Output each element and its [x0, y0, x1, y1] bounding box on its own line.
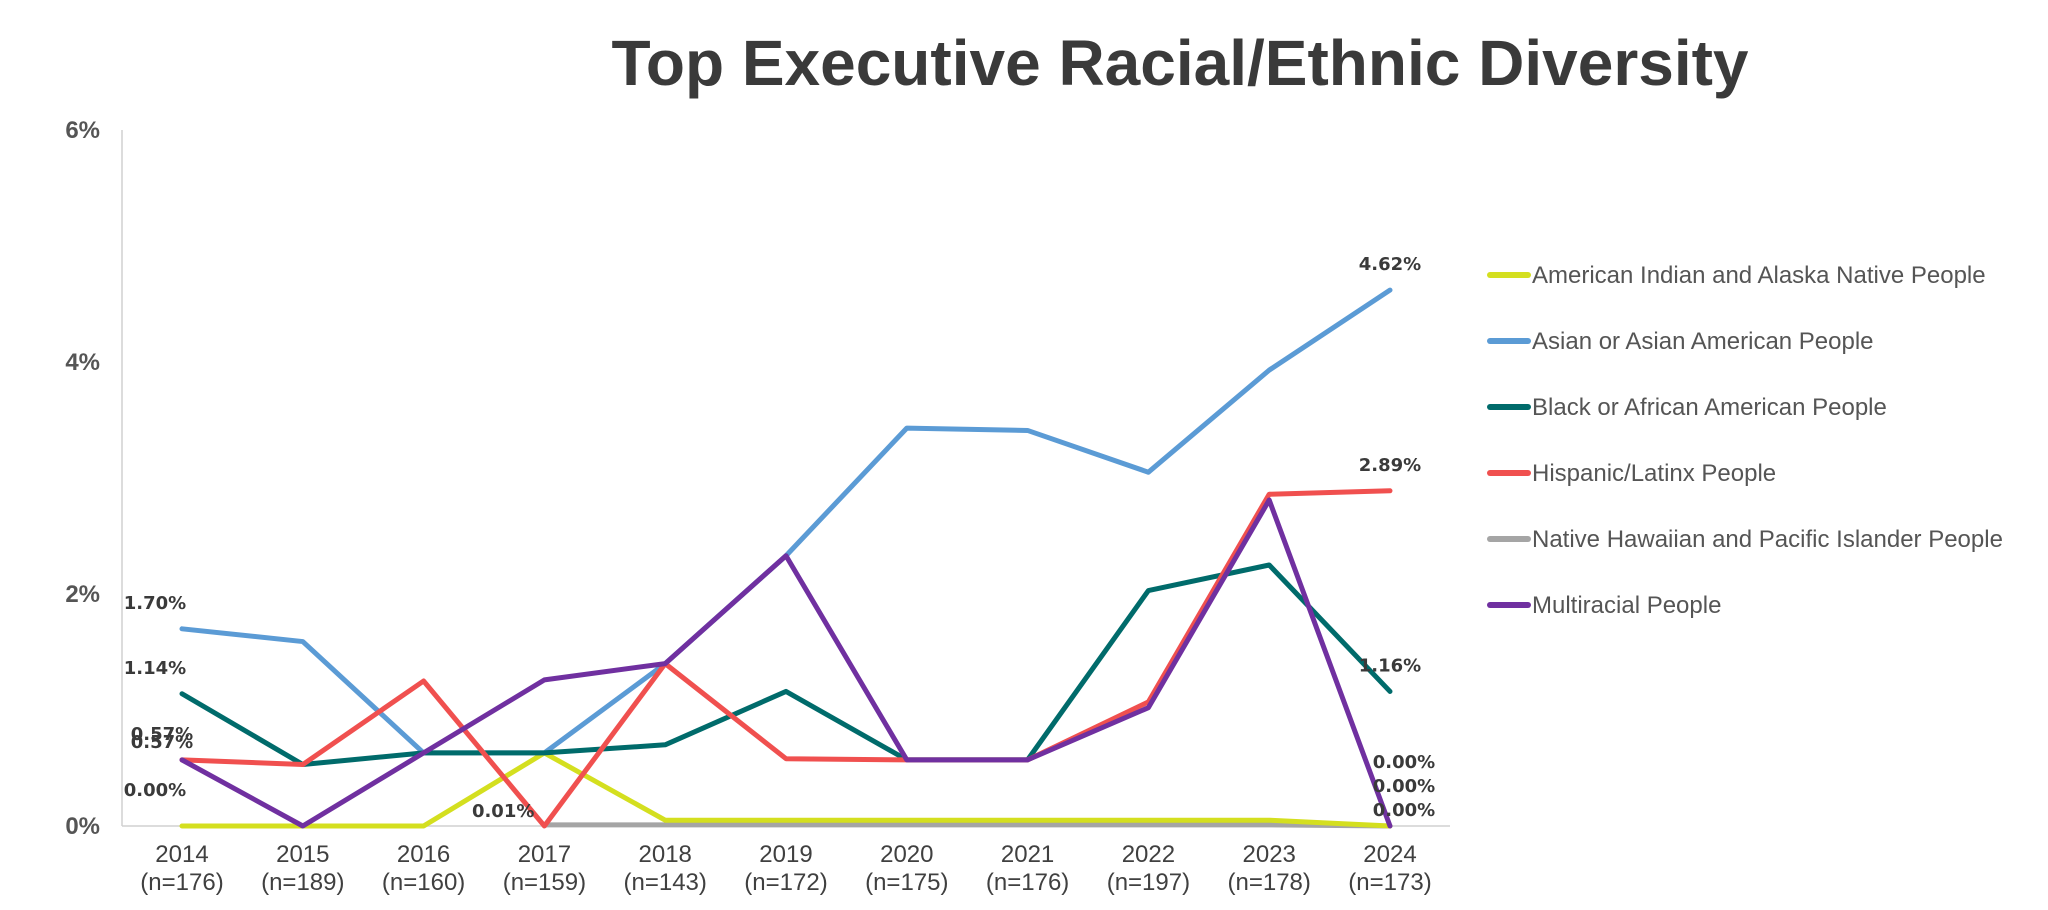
- y-tick-labels: 0% 2% 4% 6%: [65, 117, 100, 840]
- x-tick-label: 2022: [1122, 841, 1175, 868]
- series-line-3: [179, 488, 1393, 829]
- y-tick-label: 6%: [65, 117, 100, 144]
- x-tick-label: 2019: [759, 841, 812, 868]
- x-tick-sublabel: (n=160): [382, 869, 465, 896]
- series-line-2: [179, 562, 1393, 768]
- x-tick-sublabel: (n=176): [986, 869, 1069, 896]
- x-tick-labels: 2014(n=176)2015(n=189)2016(n=160)2017(n=…: [140, 841, 1431, 896]
- x-tick-label: 2020: [880, 841, 933, 868]
- series-line-1: [179, 287, 1393, 756]
- x-tick-label: 2014: [155, 841, 208, 868]
- x-tick-sublabel: (n=159): [503, 869, 586, 896]
- x-tick-label: 2023: [1243, 841, 1296, 868]
- x-tick-sublabel: (n=172): [744, 869, 827, 896]
- legend-label: Asian or Asian American People: [1532, 328, 1874, 355]
- legend-label: Multiracial People: [1532, 592, 1721, 619]
- data-label: 4.62%: [1359, 254, 1421, 275]
- y-tick-label: 4%: [65, 349, 100, 376]
- legend-label: Hispanic/Latinx People: [1532, 460, 1776, 487]
- legend: American Indian and Alaska Native People…: [1487, 262, 2003, 619]
- x-tick-sublabel: (n=143): [624, 869, 707, 896]
- x-tick-label: 2015: [276, 841, 329, 868]
- data-label: 0.57%: [131, 724, 193, 745]
- series-lines: [179, 287, 1393, 829]
- x-tick-label: 2021: [1001, 841, 1054, 868]
- x-tick-label: 2016: [397, 841, 450, 868]
- x-tick-sublabel: (n=173): [1348, 869, 1431, 896]
- x-tick-sublabel: (n=175): [865, 869, 948, 896]
- series-line-0: [179, 750, 1393, 829]
- x-tick-sublabel: (n=176): [140, 869, 223, 896]
- series-line-4: [541, 822, 1393, 829]
- data-label: 0.57%: [131, 732, 193, 753]
- data-label: 0.00%: [1373, 800, 1435, 821]
- x-tick-label: 2018: [639, 841, 692, 868]
- data-label: 0.00%: [1373, 776, 1435, 797]
- x-tick-sublabel: (n=189): [261, 869, 344, 896]
- data-label: 1.14%: [124, 658, 186, 679]
- x-tick-label: 2024: [1363, 841, 1416, 868]
- x-tick-label: 2017: [518, 841, 571, 868]
- x-tick-sublabel: (n=197): [1107, 869, 1190, 896]
- data-label: 1.70%: [124, 593, 186, 614]
- data-label: 0.01%: [472, 801, 534, 822]
- data-label: 2.89%: [1359, 455, 1421, 476]
- y-tick-label: 2%: [65, 581, 100, 608]
- chart-title: Top Executive Racial/Ethnic Diversity: [612, 27, 1749, 99]
- series-line-5: [179, 497, 1393, 829]
- data-labels: 1.70% 1.14% 0.57%0.57% 0.00% 0.01% 4.62% 2.89%…: [124, 254, 1435, 822]
- legend-label: Native Hawaiian and Pacific Islander Peo…: [1532, 526, 2003, 553]
- data-label: 1.16%: [1359, 655, 1421, 676]
- data-label: 0.00%: [1373, 752, 1435, 773]
- y-tick-label: 0%: [65, 813, 100, 840]
- data-label: 0.00%: [124, 780, 186, 801]
- legend-label: Black or African American People: [1532, 394, 1887, 421]
- x-tick-sublabel: (n=178): [1228, 869, 1311, 896]
- legend-label: American Indian and Alaska Native People: [1532, 262, 1986, 289]
